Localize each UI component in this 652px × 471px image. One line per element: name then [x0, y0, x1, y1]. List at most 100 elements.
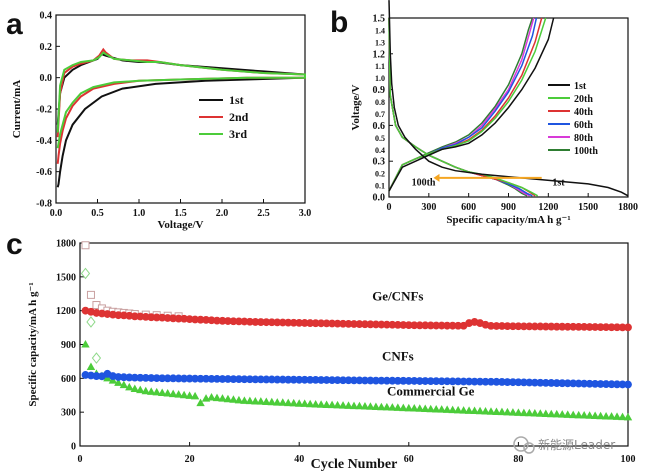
x-tick-label: 900	[501, 202, 516, 213]
data-point-commercial-ge	[552, 409, 561, 418]
data-point-commercial-ge	[596, 411, 605, 420]
legend-label-40th: 40th	[574, 107, 593, 118]
data-point-commercial-ge	[492, 407, 501, 415]
data-point-commercial-ge	[152, 387, 161, 396]
legend-label-3rd: 3rd	[229, 127, 247, 141]
data-point-commercial-ge	[541, 409, 550, 417]
y-tick-label: 1800	[56, 239, 76, 250]
y-tick-label: 1.2	[373, 49, 386, 60]
legend-label-1st: 1st	[574, 81, 587, 92]
y-minor-tick-label: 0.7	[375, 110, 385, 119]
wechat-icon-small	[523, 442, 535, 454]
data-point-commercial-ge-charge	[80, 267, 91, 280]
y-tick-label: -0.8	[36, 199, 52, 210]
y-minor-tick-label: 1.1	[375, 62, 385, 71]
y-tick-label: 300	[61, 408, 76, 419]
x-tick-label: 1800	[618, 202, 638, 213]
data-point-commercial-ge	[366, 402, 375, 410]
x-axis-label: Cycle Number	[311, 457, 398, 471]
data-point-commercial-ge	[262, 397, 271, 406]
panel-a-cv-chart: 0.0 0.5 1.0 1.5 2.0 2.5 3.0 0.4 0.2 0.0 -0.2 -0.4 -0…	[11, 11, 311, 232]
series-label-commercial-ge: Commercial Ge	[387, 383, 475, 398]
data-point-commercial-ge	[147, 387, 156, 395]
data-point-commercial-ge	[168, 389, 178, 398]
data-point-commercial-ge	[590, 411, 600, 420]
x-tick-label: 1200	[538, 202, 558, 213]
data-point-commercial-ge	[360, 402, 370, 410]
y-tick-label: 0.4	[40, 11, 53, 22]
x-tick-label: 80	[513, 454, 523, 465]
x-tick-label: 20	[185, 454, 195, 465]
data-point-commercial-ge	[207, 393, 216, 401]
data-point-commercial-ge	[311, 399, 320, 408]
data-point-commercial-ge	[349, 401, 359, 410]
y-tick-label: 0.3	[373, 157, 386, 168]
data-point-commercial-ge	[453, 405, 463, 414]
x-tick-label: 300	[421, 202, 436, 213]
data-point-commercial-ge	[377, 402, 386, 411]
data-point-commercial-ge	[196, 398, 205, 407]
y-tick-label: 1200	[56, 306, 76, 317]
data-point-commercial-ge	[442, 405, 452, 413]
panel-label-b: b	[330, 6, 348, 39]
charge-curve-1st	[388, 17, 555, 192]
data-point-commercial-ge	[218, 394, 227, 402]
y-minor-tick-label: 0.4	[375, 146, 385, 155]
data-point-commercial-ge	[415, 404, 424, 412]
data-point-commercial-ge-charge	[86, 316, 96, 328]
data-point-commercial-ge	[305, 399, 315, 408]
data-point-commercial-ge	[618, 412, 627, 421]
y-axis-label: Specific capacity/mA h g⁻¹	[27, 282, 39, 406]
legend-label-100th: 100th	[574, 146, 598, 157]
data-point-commercial-ge	[612, 412, 622, 420]
y-tick-label: 0.0	[373, 193, 386, 204]
data-point-commercial-ge	[563, 410, 572, 418]
y-axis-label: Current/mA	[11, 80, 23, 139]
legend-label-60th: 60th	[574, 120, 593, 131]
data-point-commercial-ge	[267, 397, 276, 406]
y-minor-tick-label: 0.8	[375, 98, 385, 107]
data-point-commercial-ge	[223, 394, 233, 403]
data-point-commercial-ge	[338, 401, 348, 409]
data-point-commercial-ge	[514, 408, 523, 416]
watermark: 新能源Leader	[513, 436, 615, 454]
data-point-commercial-ge-charge	[91, 352, 102, 364]
data-point-commercial-ge	[393, 403, 403, 411]
data-point-commercial-ge	[497, 407, 507, 416]
series-label-ge-cnfs: Ge/CNFs	[372, 289, 423, 304]
data-point-commercial-ge	[481, 406, 490, 415]
y-minor-tick-label: 1.0	[375, 74, 385, 83]
x-tick-label: 0.0	[50, 208, 63, 219]
data-point-commercial-ge	[421, 404, 430, 413]
data-point-commercial-ge	[300, 399, 309, 407]
data-point-commercial-ge	[530, 409, 540, 417]
data-point-commercial-ge	[547, 409, 556, 418]
data-point-commercial-ge	[388, 403, 397, 411]
y-tick-label: -0.2	[36, 105, 52, 116]
data-point-ge-cnfs	[624, 323, 632, 332]
y-tick-label: 0	[71, 442, 76, 453]
data-point-commercial-ge	[607, 412, 616, 420]
data-point-commercial-ge	[86, 362, 96, 371]
discharge-curve-1st	[388, 0, 629, 197]
data-point-commercial-ge	[333, 400, 342, 409]
plot-frame	[55, 14, 306, 204]
x-tick-label: 100	[621, 454, 636, 465]
data-point-commercial-ge	[229, 395, 238, 403]
x-axis-label: Voltage/V	[157, 219, 203, 231]
x-tick-label: 60	[404, 454, 414, 465]
y-tick-label: 900	[61, 340, 76, 351]
data-point-commercial-ge	[410, 404, 419, 412]
data-point-commercial-ge	[574, 410, 583, 419]
data-point-commercial-ge	[569, 410, 578, 419]
data-point-commercial-ge	[81, 340, 90, 348]
x-tick-label: 2.0	[216, 208, 229, 219]
data-point-commercial-ge	[212, 393, 222, 402]
x-tick-label: 1.0	[133, 208, 146, 219]
data-point-commercial-ge	[179, 390, 189, 399]
watermark-text: 新能源Leader	[538, 437, 615, 452]
data-point-commercial-ge	[519, 408, 529, 417]
data-point-commercial-ge	[327, 400, 337, 409]
y-minor-tick-label: 0.1	[375, 182, 385, 191]
